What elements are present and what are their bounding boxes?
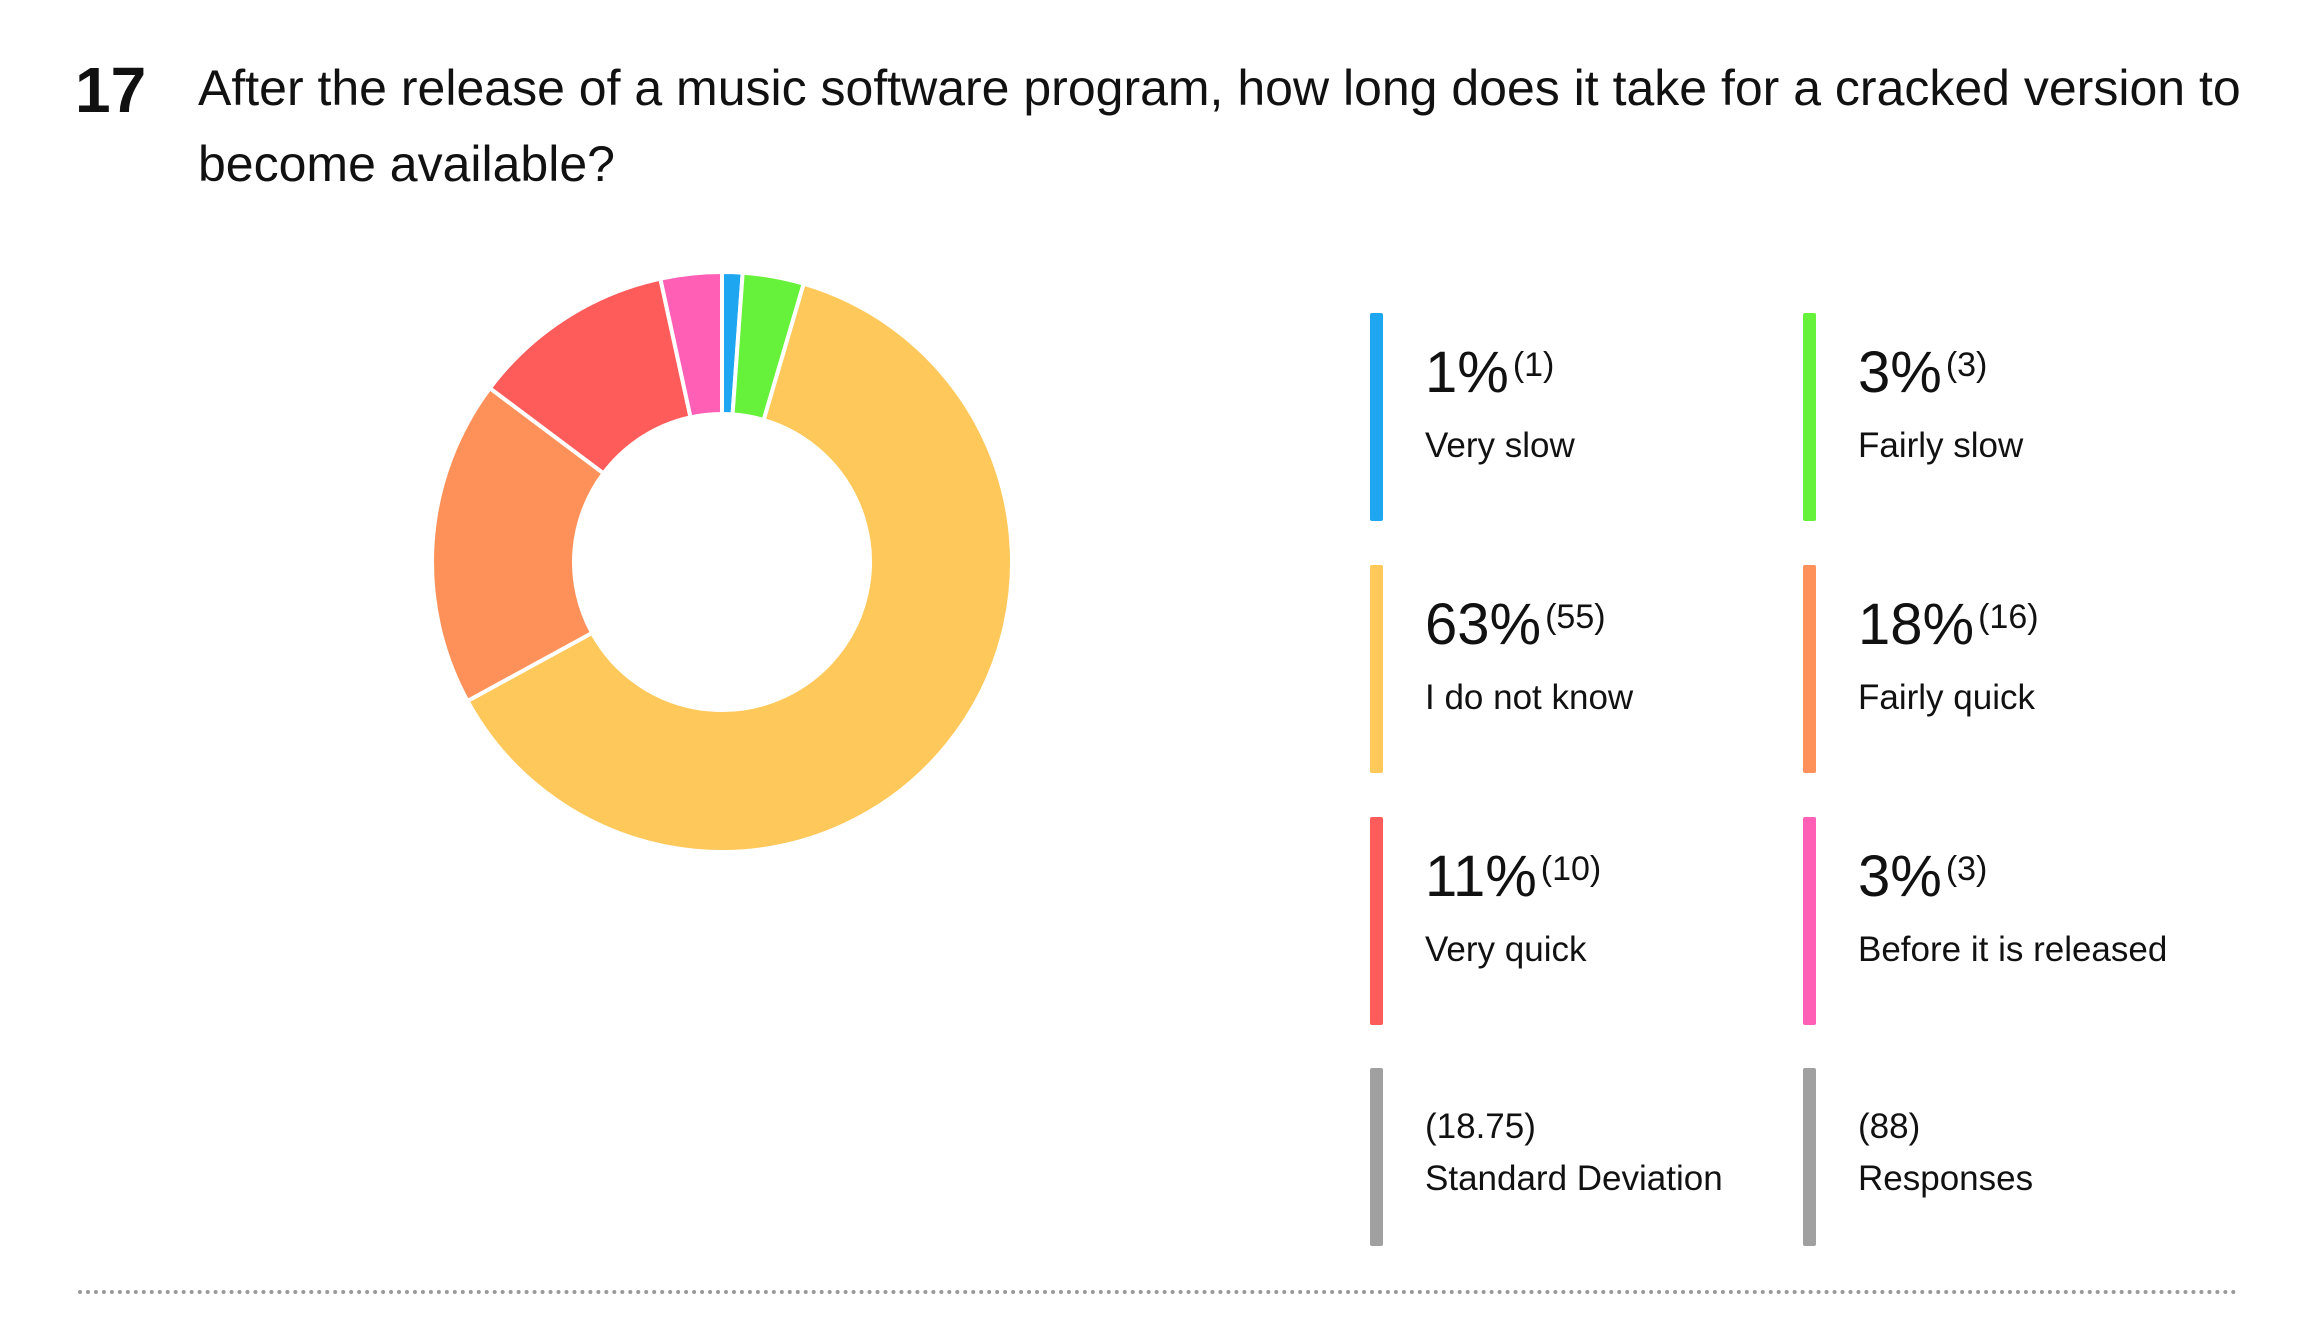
legend-item-i-do-not-know: 63% (55) I do not know — [1370, 565, 1790, 775]
legend-percent: 3% — [1858, 844, 1942, 909]
legend-color-bar — [1803, 313, 1816, 521]
stat-value: (18.75) — [1425, 1107, 1536, 1146]
legend-count: (3) — [1945, 850, 1988, 888]
legend-percent: 18% — [1858, 592, 1975, 657]
legend-item-before-it-is-released: 3% (3) Before it is released — [1803, 817, 2223, 1027]
legend-color-bar — [1370, 817, 1383, 1025]
legend-percent: 11% — [1425, 844, 1537, 909]
legend-color-bar — [1370, 313, 1383, 521]
legend-color-bar — [1803, 565, 1816, 773]
stat-item-responses: (88) Responses — [1803, 1068, 2223, 1246]
legend-label: Very quick — [1425, 930, 1587, 969]
legend-count: (55) — [1545, 598, 1606, 636]
legend-percent-line: 63% (55) — [1425, 593, 1606, 665]
legend-percent-line: 3% (3) — [1858, 341, 1987, 413]
legend-label: Before it is released — [1858, 930, 2168, 969]
legend-count: (10) — [1540, 850, 1602, 888]
donut-slice-before-it-is-released — [657, 269, 724, 420]
stat-color-bar — [1803, 1068, 1816, 1246]
legend-count: (1) — [1512, 346, 1555, 384]
legend-percent: 1% — [1425, 340, 1509, 405]
legend-label: I do not know — [1425, 678, 1634, 717]
legend-percent: 63% — [1425, 592, 1542, 657]
legend-count: (3) — [1945, 346, 1988, 384]
legend-count: (16) — [1978, 598, 2039, 636]
legend-color-bar — [1803, 817, 1816, 1025]
legend-percent-line: 18% (16) — [1858, 593, 2039, 665]
donut-slice-fairly-quick — [430, 385, 607, 704]
legend-percent-line: 3% (3) — [1858, 845, 1987, 917]
section-divider — [78, 1290, 2238, 1294]
question-text: After the release of a music software pr… — [198, 60, 2241, 192]
stat-label: Standard Deviation — [1425, 1159, 1723, 1198]
legend-item-fairly-quick: 18% (16) Fairly quick — [1803, 565, 2223, 775]
stat-value: (88) — [1858, 1107, 1921, 1146]
legend-label: Very slow — [1425, 426, 1575, 465]
legend-label: Fairly quick — [1858, 678, 2035, 717]
legend-item-very-quick: 11% (10) Very quick — [1370, 817, 1790, 1027]
donut-slice-i-do-not-know — [464, 281, 1014, 854]
legend-percent-line: 1% (1) — [1425, 341, 1554, 413]
legend-label: Fairly slow — [1858, 426, 2024, 465]
legend-percent: 3% — [1858, 340, 1942, 405]
question-number: 17 — [75, 54, 147, 126]
legend-item-very-slow: 1% (1) Very slow — [1370, 313, 1790, 523]
stat-color-bar — [1370, 1068, 1383, 1246]
stat-label: Responses — [1858, 1159, 2034, 1198]
stat-item-standard-deviation: (18.75) Standard Deviation — [1370, 1068, 1790, 1246]
legend-percent-line: 11% (10) — [1425, 845, 1601, 917]
legend-item-fairly-slow: 3% (3) Fairly slow — [1803, 313, 2223, 523]
legend-color-bar — [1370, 565, 1383, 773]
